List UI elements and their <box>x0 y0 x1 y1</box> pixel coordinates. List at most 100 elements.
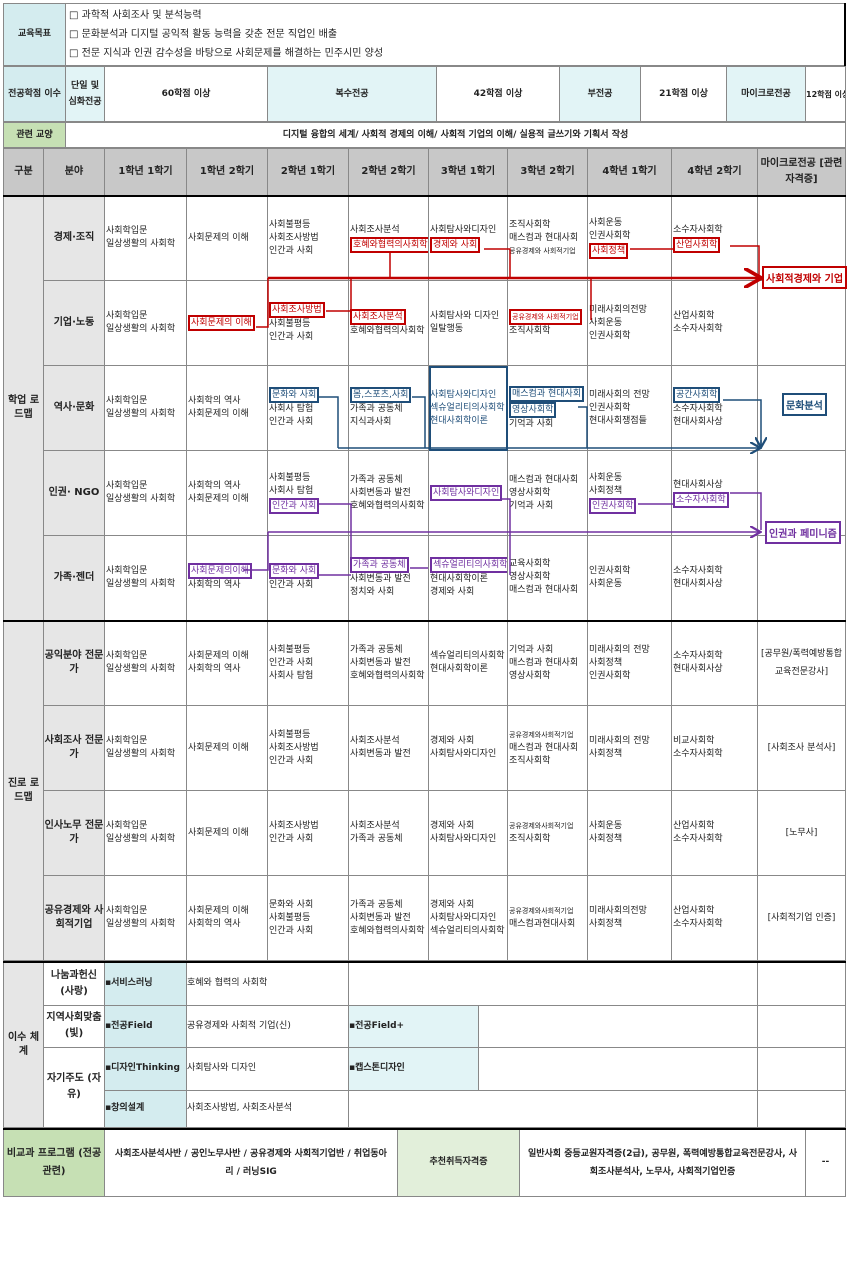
course-line: 조직사회학 <box>509 325 551 336</box>
course-line: 매스컴과 현대사회 <box>509 585 579 596</box>
course-cell: 사회학의 역사 사회문제의 이해 <box>186 450 268 536</box>
credits-table: 전공학점 이수 단일 및 심화전공 60학점 이상 복수전공 42학점 이상 부… <box>3 66 846 122</box>
course-cell: 사회학입문 일상생활의 사회학 <box>104 875 187 961</box>
single-major-credits: 60학점 이상 <box>104 66 268 122</box>
course-cell: 산업사회학 소수자사회학 <box>671 280 758 366</box>
column-header: 1학년 1학기 <box>104 148 187 196</box>
course-name: 공유경제와사회적기업 <box>509 907 574 915</box>
course-line: 사회탐사와디자인 <box>430 749 497 759</box>
row-field-label: 인권· NGO <box>43 450 105 536</box>
course-cell: 미래사회의 전망 사회정책 <box>587 705 672 791</box>
course-line: 인간과 사회 <box>269 657 314 668</box>
course-cell: 경제와 사회 사회탐사와디자인 <box>428 705 508 791</box>
course-cell: 사회문제의이해 사회학의 역사 <box>186 535 268 621</box>
course-line: 영상사회학 <box>509 670 551 681</box>
course-line: 사회문제의 이해 <box>188 409 249 419</box>
completion-course: 사회조사방법, 사회조사분석 <box>186 1089 349 1128</box>
completion-item: ▪전공Field <box>104 1004 187 1048</box>
course-cell <box>757 535 846 621</box>
course-line: 사회불평등 <box>269 912 311 923</box>
course-cell: 사회문제의 이해 <box>186 790 268 876</box>
course-line: 현대사회학이론 <box>430 573 488 584</box>
footer-table: 비교과 프로그램 (전공 관련) 사회조사분석사반 / 공인노무사반 / 공유경… <box>3 1127 846 1197</box>
course-line: 사회탐사와 디자인 <box>430 311 500 321</box>
highlighted-course: 문화와 사회 <box>269 563 320 580</box>
course-line: 사회변동과 발전 <box>350 573 411 584</box>
course-line: 산업사회학 <box>673 821 715 831</box>
course-line: 매스컴과 현대사회 <box>509 742 579 753</box>
course-line: 인간과 사회 <box>269 332 314 342</box>
course-cell: 가족과 공동체 사회변동과 발전 호혜와협력의사회학 <box>348 450 429 536</box>
course-cell: 사회조사분석 호혜와협력의사회학 <box>348 280 429 366</box>
course-line: 일상생활의 사회학 <box>106 664 176 675</box>
course-line: 사회학입문 <box>106 311 148 321</box>
column-header: 마이크로전공 [관련 자격증] <box>757 148 846 196</box>
course-line: 소수자사회학 <box>673 491 757 508</box>
course-line: 사회불평등 <box>269 319 311 329</box>
course-line: 가족과 공동체 <box>350 404 403 414</box>
course-line: 매스컴과 현대사회 <box>509 474 579 485</box>
section-label: 이수 체계 <box>3 961 44 1128</box>
micro-major-credits: 12학점 이상 <box>805 66 846 122</box>
course-line: 산업사회학 <box>673 311 715 321</box>
course-line: 소수자사회학 <box>673 404 723 414</box>
cert-list: 일반사회 중등교원자격증(2급), 공무원, 폭력예방통합교육전문강사, 사회조… <box>519 1127 806 1197</box>
course-line: 사회학입문 <box>106 651 148 662</box>
course-cell: 사회문제의 이해 <box>186 194 268 281</box>
course-line: 사회탐사와디자인 <box>430 912 497 923</box>
row-field-label: 공유경제와 사회적기업 <box>43 875 105 961</box>
row-field-label: 사회조사 전문가 <box>43 705 105 791</box>
course-line: 일상생활의 사회학 <box>106 834 176 844</box>
course-line: 미래사회의 전망 <box>589 389 650 400</box>
highlighted-course: 사회문제의이해 <box>188 563 252 580</box>
course-line: 가족과 공동체 <box>350 644 403 655</box>
single-major-label: 단일 및 심화전공 <box>65 66 105 122</box>
course-cell: 공유경제와사회적기업 매스컴과 현대사회 조직사회학 <box>507 705 588 791</box>
course-cell: 교육사회학 영상사회학 매스컴과 현대사회 <box>507 535 588 621</box>
course-line: 사회학의 역사 <box>188 919 241 929</box>
course-line: 인간과 사회 <box>269 755 314 766</box>
course-cell: 공유경제와사회적기업 조직사회학 <box>507 790 588 876</box>
course-line: 사회학입문 <box>106 226 148 237</box>
course-line: 몸,스포츠,사회 <box>350 387 428 403</box>
course-cell: 비교사회학 소수자사회학 <box>671 705 758 791</box>
roadmap-table: 구분 분야 1학년 1학기 1학년 2학기 2학년 1학기 2학년 2학기 3학년 1학기 3… <box>3 148 846 961</box>
course-cell: 사회운동 사회정책 인권사회학 <box>587 450 672 536</box>
course-line: 사회학의 역사 <box>188 396 241 406</box>
course-line: 사회조사방법 <box>269 232 319 243</box>
empty-cell <box>757 1046 846 1091</box>
course-cell: 미래사회의전망 사회운동 인권사회학 <box>587 280 672 366</box>
course-cell: 섹슈얼리티의사회학 현대사회학이론 <box>428 619 508 706</box>
empty-cell <box>757 1004 846 1048</box>
minor-credits: 21학점 이상 <box>640 66 727 122</box>
course-line: 공유경제와 사회적기업 <box>509 245 587 258</box>
course-cell: 사회운동 사회정책 <box>587 790 672 876</box>
course-cell: 매스컴과 현대사회 영상사회학 기억과 사회 <box>507 365 588 451</box>
course-line: 미래사회의 전망 <box>589 644 650 655</box>
course-cell: 사회학입문 일상생활의 사회학 <box>104 450 187 536</box>
completion-item: ▪서비스러닝 <box>104 961 187 1006</box>
course-cell: 사회조사방법 인간과 사회 <box>267 790 349 876</box>
course-line: 사회운동 <box>589 473 623 483</box>
row-field-label: 가족·젠더 <box>43 535 105 621</box>
course-cell: 미래사회의전망 사회정책 <box>587 875 672 961</box>
section-label: 진로 로드맵 <box>3 619 44 961</box>
course-cell: 문화와 사회 사회사 탐험 인간과 사회 <box>267 365 349 451</box>
highlighted-course: 호혜와협력의사회학 <box>350 236 428 253</box>
goal-item: □ 전문 지식과 인권 감수성을 바탕으로 사회문제를 해결하는 민주시민 양성 <box>69 48 384 59</box>
course-line: 현대사회학이론 <box>430 415 488 426</box>
course-line: 문화와 사회 <box>269 387 348 403</box>
course-line: 호혜와협력의사회학 <box>350 325 425 336</box>
course-line: 미래사회의전망 <box>589 304 647 315</box>
course-line: 산업사회학 <box>673 236 757 253</box>
course-line: 사회조사분석 <box>350 308 428 325</box>
course-line: 사회학의 역사 <box>188 580 241 591</box>
course-cell: 사회운동 인권사회학 사회정책 <box>587 194 672 281</box>
course-line: 인권사회학 <box>589 498 671 514</box>
course-line: 일상생활의 사회학 <box>106 409 176 419</box>
course-line: 인권사회학 <box>589 565 631 576</box>
double-major-label: 복수전공 <box>267 66 437 122</box>
course-line: 사회불평등 <box>269 644 311 655</box>
course-line: 사회문제의이해 <box>188 563 267 580</box>
course-cell: 공유경제와사회적기업 매스컴과현대사회 <box>507 875 588 961</box>
